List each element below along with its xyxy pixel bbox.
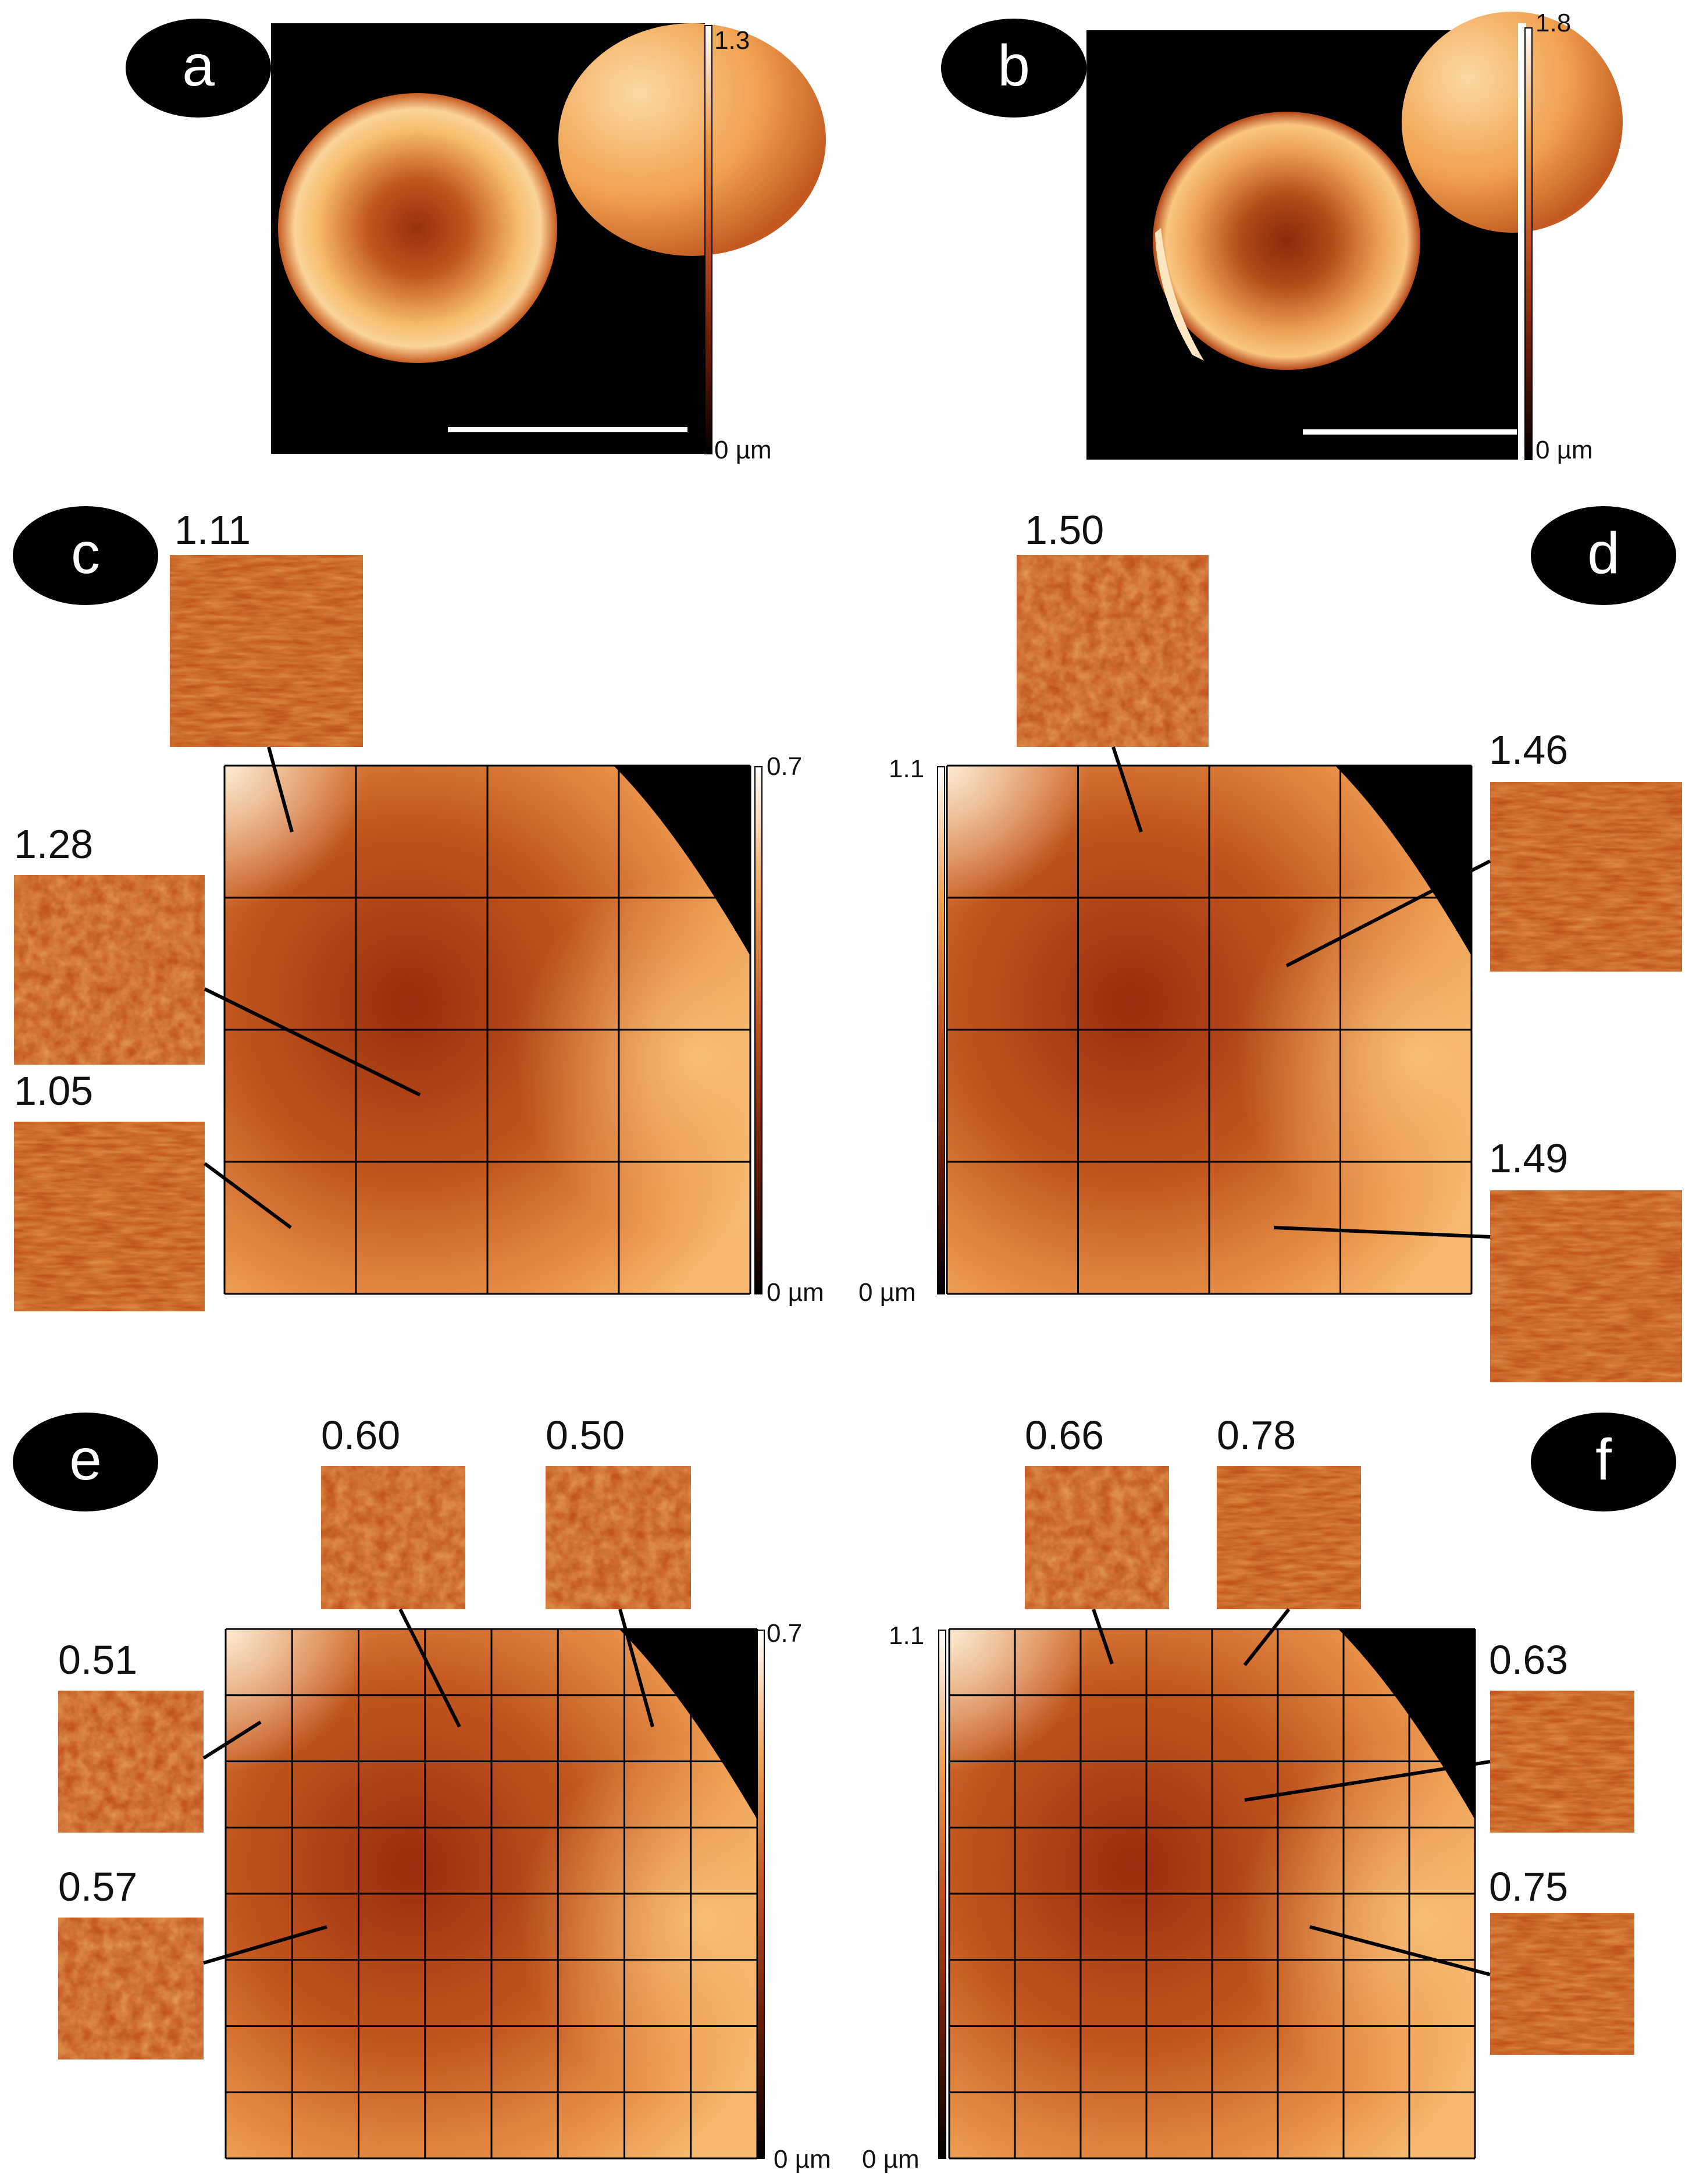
connector-c1	[267, 746, 294, 833]
connector-d2	[1285, 859, 1491, 967]
scale-bar-b	[1303, 429, 1517, 435]
scale-min-a: 0 µm	[714, 436, 772, 464]
scale-max-b: 1.8	[1535, 9, 1572, 37]
colorbar-d	[937, 766, 945, 1294]
scale-min-d: 0 µm	[858, 1278, 916, 1307]
zoom-map-background-e	[619, 1629, 757, 1820]
image-edge-b	[1518, 23, 1526, 465]
inset-e4	[58, 1918, 204, 2059]
connector-f3	[1244, 1760, 1491, 1802]
scale-min-f: 0 µm	[862, 2145, 920, 2174]
connector-c3	[204, 1162, 292, 1229]
scale-max-e: 0.7	[767, 1619, 803, 1648]
inset-value-f1: 0.66	[1025, 1413, 1104, 1458]
zoom-map-bright-c	[225, 766, 540, 1083]
inset-f4	[1490, 1913, 1634, 2055]
connector-e2	[618, 1609, 654, 1727]
connector-c2	[204, 987, 421, 1097]
inset-c3	[14, 1122, 205, 1311]
zoom-map-background-d	[1335, 766, 1471, 956]
cell-edge-highlight-b	[1155, 228, 1204, 361]
inset-value-e4: 0.57	[58, 1864, 138, 1909]
scale-max-f: 1.1	[889, 1621, 925, 1650]
inset-e3	[58, 1691, 204, 1833]
inset-value-f3: 0.63	[1489, 1637, 1569, 1683]
connector-e3	[202, 1720, 262, 1760]
inset-value-c2: 1.28	[14, 821, 94, 867]
connector-d1	[1111, 746, 1143, 833]
connector-f1	[1092, 1609, 1114, 1664]
inset-value-f2: 0.78	[1217, 1413, 1296, 1458]
inset-value-f4: 0.75	[1489, 1864, 1569, 1909]
inset-value-c3: 1.05	[14, 1068, 94, 1114]
neighbor-cell-a	[558, 23, 826, 256]
zoom-grid-c	[223, 764, 751, 1295]
scale-max-d: 1.1	[889, 755, 925, 783]
inset-d1	[1017, 555, 1209, 747]
zoom-map-background-f	[1338, 1629, 1475, 1820]
panel-label-f: f	[1531, 1413, 1676, 1511]
inset-value-e2: 0.50	[546, 1413, 625, 1458]
inset-value-d1: 1.50	[1025, 507, 1104, 553]
inset-value-e1: 0.60	[321, 1413, 401, 1458]
scale-min-b: 0 µm	[1535, 436, 1593, 464]
inset-e2	[546, 1466, 691, 1609]
zoom-map-bright-f	[949, 1629, 1265, 1947]
inset-c2	[14, 875, 205, 1065]
inset-value-c1: 1.11	[174, 507, 251, 553]
scale-min-c: 0 µm	[767, 1278, 824, 1307]
colorbar-b	[1524, 27, 1533, 460]
inset-f3	[1490, 1691, 1634, 1833]
connector-f4	[1309, 1925, 1491, 1976]
colorbar-e	[757, 1630, 765, 2159]
panel-label-b: b	[941, 19, 1086, 118]
scale-bar-a	[448, 427, 687, 432]
panel-label-c: c	[13, 506, 158, 605]
inset-e1	[321, 1466, 465, 1609]
connector-e1	[398, 1608, 461, 1728]
scale-max-a: 1.3	[714, 26, 750, 55]
zoom-grid-f	[948, 1628, 1476, 2160]
zoom-map-background-c	[613, 766, 750, 956]
inset-d2	[1490, 782, 1682, 972]
zoom-map-bright-d	[947, 766, 1262, 1083]
colorbar-c	[754, 766, 763, 1294]
inset-value-d2: 1.46	[1489, 727, 1569, 773]
zoom-grid-d	[946, 764, 1473, 1295]
inset-value-d3: 1.49	[1489, 1136, 1569, 1181]
zoom-map-bright-e	[226, 1629, 545, 1947]
scale-max-c: 0.7	[767, 752, 803, 781]
inset-f2	[1217, 1466, 1361, 1609]
inset-value-e3: 0.51	[58, 1637, 138, 1683]
colorbar-a	[704, 25, 712, 454]
connector-f2	[1243, 1608, 1291, 1666]
panel-label-d: d	[1531, 506, 1676, 605]
panel-label-a: a	[126, 19, 271, 118]
colorbar-f	[938, 1630, 946, 2159]
connector-e4	[203, 1925, 327, 1965]
red-blood-cell-a	[278, 93, 557, 363]
inset-d3	[1490, 1190, 1682, 1382]
connector-d3	[1273, 1226, 1491, 1239]
scale-min-e: 0 µm	[774, 2145, 831, 2174]
inset-f1	[1025, 1466, 1169, 1609]
red-blood-cell-b	[1153, 112, 1420, 370]
neighbor-cell-b	[1402, 12, 1623, 233]
inset-c1	[170, 555, 363, 747]
panel-label-e: e	[13, 1413, 158, 1511]
